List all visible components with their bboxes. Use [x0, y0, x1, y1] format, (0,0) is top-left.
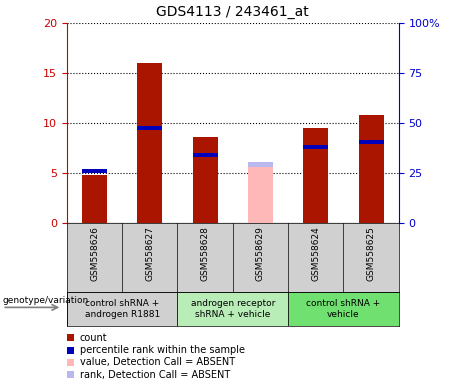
Text: GSM558628: GSM558628 [201, 226, 210, 281]
Bar [359, 115, 384, 223]
Bar [177, 292, 288, 326]
Text: percentile rank within the sample: percentile rank within the sample [80, 345, 245, 355]
Text: value, Detection Call = ABSENT: value, Detection Call = ABSENT [80, 358, 235, 367]
Bar [137, 126, 162, 130]
Text: control shRNA +
vehicle: control shRNA + vehicle [306, 299, 381, 319]
Title: GDS4113 / 243461_at: GDS4113 / 243461_at [156, 5, 309, 19]
Text: GSM558624: GSM558624 [311, 226, 320, 281]
Bar [193, 137, 218, 223]
Text: GSM558626: GSM558626 [90, 226, 99, 281]
Bar [248, 166, 273, 223]
Bar [359, 140, 384, 144]
Text: androgen receptor
shRNA + vehicle: androgen receptor shRNA + vehicle [190, 299, 275, 319]
Bar [82, 175, 107, 223]
Bar [303, 145, 328, 149]
Bar [193, 152, 218, 157]
Bar [137, 63, 162, 223]
Bar [303, 128, 328, 223]
Text: rank, Detection Call = ABSENT: rank, Detection Call = ABSENT [80, 370, 230, 380]
Text: count: count [80, 333, 107, 343]
Bar [82, 169, 107, 173]
Bar [248, 162, 273, 167]
Text: control shRNA +
androgen R1881: control shRNA + androgen R1881 [84, 299, 160, 319]
Text: GSM558625: GSM558625 [366, 226, 376, 281]
Bar [288, 292, 399, 326]
Bar [67, 292, 177, 326]
Text: GSM558627: GSM558627 [145, 226, 154, 281]
Text: genotype/variation: genotype/variation [2, 296, 89, 305]
Text: GSM558629: GSM558629 [256, 226, 265, 281]
